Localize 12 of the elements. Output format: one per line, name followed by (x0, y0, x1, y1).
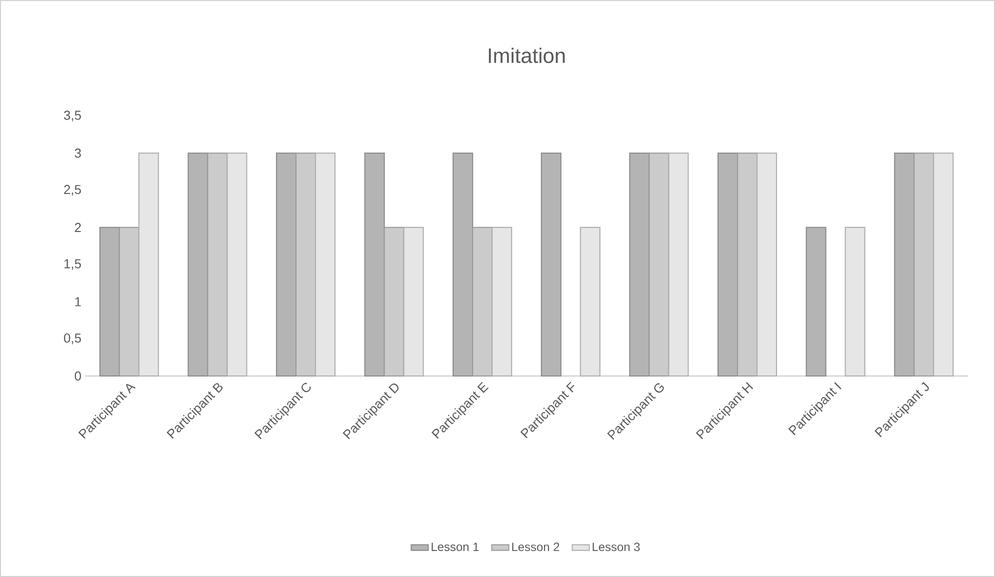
y-tick-label: 0,5 (64, 334, 81, 344)
legend-label: Lesson 3 (592, 542, 640, 552)
y-tick-label: 1 (75, 297, 81, 306)
y-tick-label: 0 (74, 371, 81, 381)
y-tick-label: 2 (74, 222, 81, 232)
chart-title: Imitation (488, 48, 565, 64)
legend-label: Lesson 2 (512, 542, 560, 552)
y-tick-label: 3,5 (64, 110, 81, 122)
legend-label: Lesson 1 (432, 542, 479, 552)
y-tick-label: 2,5 (64, 184, 81, 196)
y-tick-label: 3 (74, 148, 81, 158)
y-tick-label: 1,5 (64, 259, 81, 270)
